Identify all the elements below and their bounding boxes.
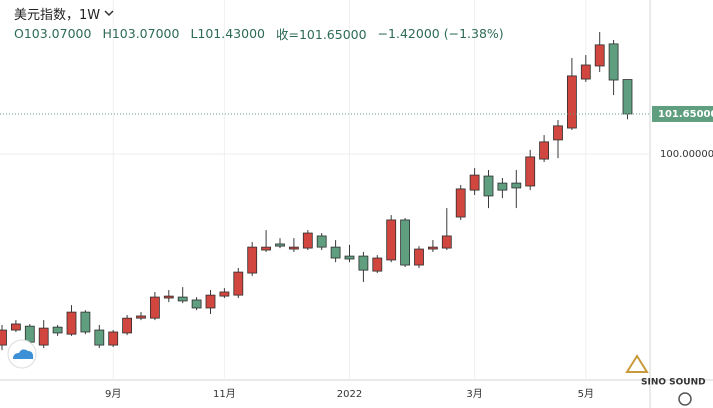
- candle-body: [372, 257, 383, 272]
- logo-icon: [13, 349, 34, 359]
- candle-body: [358, 255, 369, 271]
- ohlc-value: O103.07000: [14, 25, 92, 41]
- settings-button[interactable]: [678, 392, 692, 406]
- candle-body: [539, 141, 549, 160]
- candle-body: [163, 295, 174, 299]
- candle-body: [302, 232, 313, 249]
- candle-body: [94, 329, 105, 346]
- candle-body: [344, 255, 355, 260]
- symbol-row: 美元指数，1W: [14, 3, 504, 23]
- candle-body: [441, 235, 452, 249]
- chevron[interactable]: [104, 8, 114, 18]
- candle-body: [10, 323, 21, 331]
- symbol-title[interactable]: 美元指数，1W: [14, 7, 101, 23]
- candle-body: [400, 219, 411, 266]
- ohlc-value: L101.43000: [190, 25, 265, 41]
- candle-body: [149, 296, 160, 319]
- candle-body: [233, 271, 244, 296]
- ohlc-value: H103.07000: [102, 25, 180, 41]
- candle-body: [622, 79, 633, 115]
- candle-body: [483, 175, 494, 197]
- candle-body: [205, 294, 216, 309]
- candle-body: [191, 299, 202, 309]
- candle-body: [330, 246, 341, 259]
- last-price-label: 101.65000: [658, 109, 713, 120]
- candle-body: [497, 182, 508, 191]
- candle-body: [525, 156, 536, 187]
- legend-header: 美元指数，1W O103.07000 H103.07000 L101.43000 收=…: [14, 3, 504, 43]
- candle-body: [247, 246, 258, 274]
- candle-body: [414, 248, 424, 266]
- x-tick-label: 3月: [466, 388, 482, 400]
- watermark-logo: [625, 354, 649, 373]
- last-price-box: [652, 105, 713, 122]
- candle-body: [275, 243, 285, 247]
- candle-body: [455, 188, 466, 218]
- candle-body: [0, 329, 7, 346]
- candle-body: [80, 311, 91, 333]
- y-tick-label: 100.00000: [660, 149, 713, 160]
- x-tick-label: 11月: [213, 388, 236, 400]
- candle-body: [136, 315, 146, 319]
- candle-body: [553, 125, 563, 141]
- candle-body: [427, 246, 438, 250]
- x-tick-label: 9月: [105, 388, 121, 400]
- x-tick-label: 2022: [337, 389, 362, 400]
- candle-body: [219, 291, 230, 297]
- candle-body: [511, 182, 522, 189]
- candle-body: [608, 43, 619, 81]
- candle-body: [108, 331, 119, 346]
- candle-body: [38, 327, 49, 346]
- candle-body: [122, 317, 132, 334]
- candle-body: [580, 64, 591, 80]
- candle-body: [567, 75, 577, 129]
- ohlc-row: O103.07000 H103.07000 L101.43000 收=101.6500…: [14, 23, 504, 43]
- ohlc-value: −1.42000 (−1.38%): [377, 25, 504, 41]
- candle-body: [316, 235, 327, 248]
- candle-body: [177, 296, 188, 302]
- x-tick-label: 5月: [578, 388, 594, 400]
- candle-body: [24, 325, 35, 343]
- candle-body: [66, 311, 77, 335]
- candle-body: [52, 326, 63, 334]
- candle-body: [594, 44, 605, 67]
- ohlc-value: 收=101.65000: [276, 26, 367, 42]
- candle-body: [288, 246, 299, 250]
- candle-body: [386, 219, 397, 261]
- candle-body: [469, 174, 480, 191]
- watermark: SINO SOUND: [641, 378, 706, 388]
- candle-body: [261, 246, 272, 251]
